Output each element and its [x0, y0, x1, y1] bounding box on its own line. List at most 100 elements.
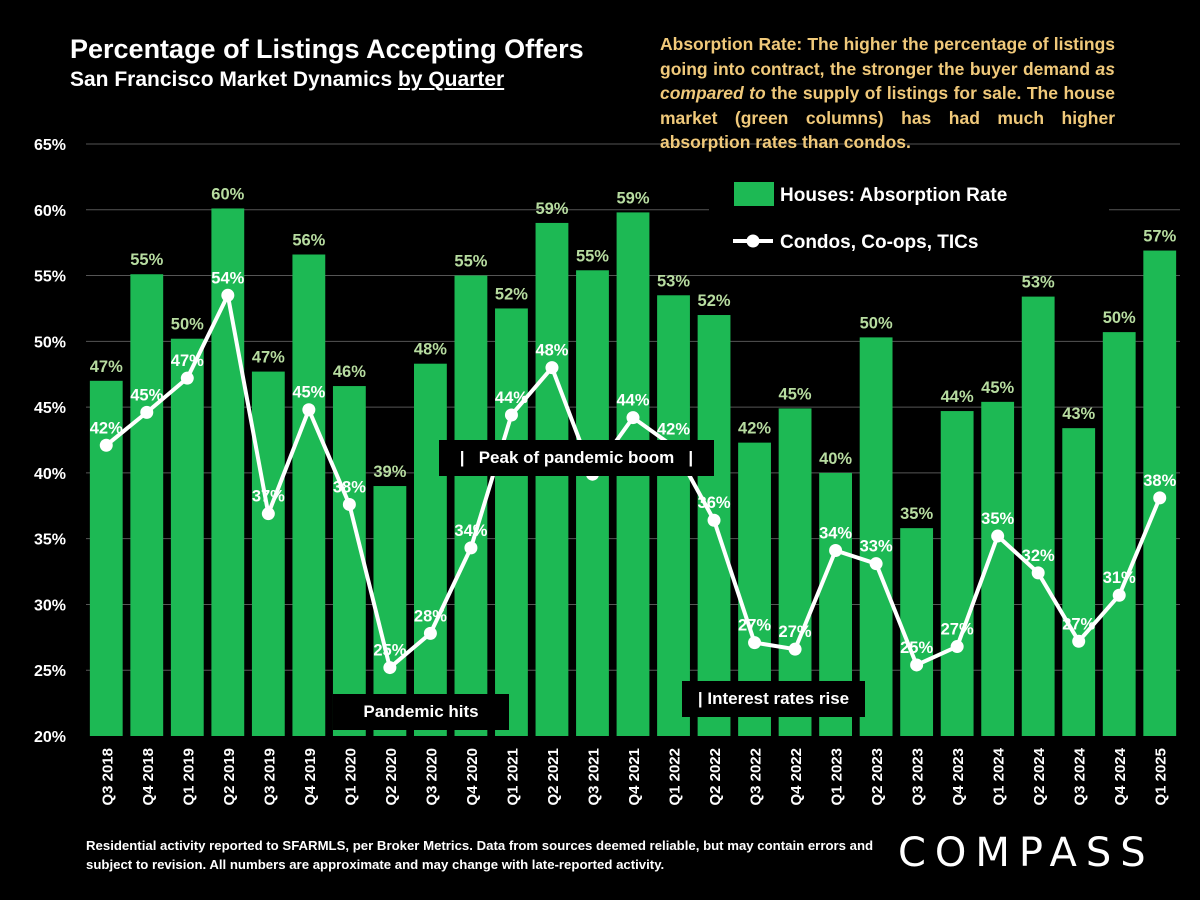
annotation-peak-boom: | Peak of pandemic boom | — [439, 440, 714, 476]
condo-point — [423, 626, 437, 640]
condo-point — [504, 408, 518, 422]
house-bar — [900, 528, 934, 736]
house-bar — [211, 208, 245, 736]
house-bar-label: 59% — [616, 189, 649, 207]
condo-point-label: 35% — [981, 510, 1014, 528]
condo-point-label: 25% — [373, 642, 406, 660]
condo-point-label: 27% — [1062, 615, 1095, 633]
x-tick-label: Q4 2018 — [140, 748, 157, 806]
condo-point — [829, 544, 843, 558]
house-bar-label: 50% — [860, 314, 893, 332]
condo-point — [788, 642, 802, 656]
house-bar-label: 48% — [414, 341, 447, 359]
house-bar-label: 52% — [698, 292, 731, 310]
condo-point — [748, 636, 762, 650]
x-tick-label: Q1 2023 — [829, 748, 846, 806]
annotation-interest-rates: | Interest rates rise — [682, 681, 865, 717]
house-bar — [130, 274, 164, 736]
house-bar-label: 55% — [454, 253, 487, 271]
condo-point — [950, 640, 964, 654]
house-bar-label: 50% — [1103, 309, 1136, 327]
condo-point-label: 31% — [1103, 569, 1136, 587]
house-bar-label: 39% — [373, 463, 406, 481]
house-bar — [332, 386, 366, 736]
house-bar-label: 60% — [211, 185, 244, 203]
house-bar-label: 59% — [535, 200, 568, 218]
house-bar-label: 57% — [1143, 228, 1176, 246]
condo-point-label: 54% — [211, 269, 244, 287]
condo-point-label: 44% — [495, 389, 528, 407]
condo-point — [910, 658, 924, 672]
x-tick-label: Q1 2019 — [180, 748, 197, 806]
house-bar-label: 45% — [981, 379, 1014, 397]
condo-point-label: 38% — [1143, 472, 1176, 490]
y-tick-label: 20% — [34, 729, 66, 746]
condo-point-label: 44% — [616, 392, 649, 410]
condo-point-label: 37% — [252, 488, 285, 506]
condo-point-label: 27% — [941, 621, 974, 639]
y-tick-label: 60% — [34, 203, 66, 220]
condo-point — [1112, 588, 1126, 602]
legend-swatch-condos-point — [746, 234, 760, 248]
x-tick-label: Q3 2018 — [99, 748, 116, 806]
house-bar — [1021, 296, 1055, 736]
x-tick-label: Q4 2019 — [302, 748, 319, 806]
x-tick-label: Q4 2021 — [626, 748, 643, 806]
legend-background — [709, 172, 1109, 267]
house-bar-label: 42% — [738, 420, 771, 438]
house-bar-label: 35% — [900, 505, 933, 523]
y-tick-label: 25% — [34, 663, 66, 680]
note-part2: the supply of listings for sale. The hou… — [660, 83, 1115, 152]
x-tick-label: Q3 2019 — [261, 748, 278, 806]
x-tick-label: Q3 2023 — [910, 748, 927, 806]
condo-point — [545, 361, 559, 375]
y-tick-label: 65% — [34, 137, 66, 154]
y-tick-label: 35% — [34, 532, 66, 549]
x-tick-label: Q2 2020 — [383, 748, 400, 806]
house-bar-label: 53% — [657, 272, 690, 290]
x-tick-label: Q4 2024 — [1112, 747, 1129, 805]
house-bar-label: 50% — [171, 316, 204, 334]
x-tick-label: Q3 2022 — [748, 748, 765, 806]
house-bar — [576, 270, 609, 736]
x-tick-label: Q3 2020 — [423, 748, 440, 806]
condo-point-label: 38% — [333, 478, 366, 496]
x-tick-label: Q1 2022 — [667, 748, 684, 806]
note-italic: as compared to — [660, 58, 1115, 104]
condo-point — [261, 507, 275, 521]
condo-point-label: 45% — [130, 386, 163, 404]
house-bar — [495, 308, 528, 736]
condo-point-label: 28% — [414, 607, 447, 625]
condo-point-label: 34% — [454, 522, 487, 540]
x-tick-label: Q4 2022 — [788, 748, 805, 806]
house-bar — [535, 222, 569, 736]
x-tick-label: Q2 2024 — [1031, 747, 1048, 805]
x-tick-label: Q2 2022 — [707, 748, 724, 806]
x-tick-label: Q2 2019 — [221, 748, 238, 806]
house-bar — [657, 295, 690, 736]
house-bar-label: 43% — [1062, 405, 1095, 423]
house-bar-label: 56% — [292, 232, 325, 250]
condo-point — [140, 405, 154, 419]
subtitle-prefix: San Francisco Market Dynamics — [70, 68, 398, 91]
house-bar-label: 55% — [576, 247, 609, 265]
condo-point — [464, 541, 478, 555]
house-bar-label: 55% — [130, 251, 163, 269]
chart-title: Percentage of Listings Accepting Offers — [70, 34, 584, 64]
absorption-note: Absorption Rate: The higher the percenta… — [660, 32, 1115, 155]
x-tick-label: Q2 2023 — [869, 748, 886, 806]
house-bar-label: 44% — [941, 388, 974, 406]
condo-point-label: 42% — [657, 421, 690, 439]
condo-point-label: 34% — [819, 525, 852, 543]
annotation-pandemic-hits: Pandemic hits — [333, 694, 509, 730]
footer-disclaimer: Residential activity reported to SFARMLS… — [86, 838, 874, 872]
house-bar — [940, 411, 974, 736]
legend-swatch-houses — [734, 182, 774, 206]
condo-point — [383, 661, 397, 675]
house-bar-label: 40% — [819, 450, 852, 468]
condo-point-label: 45% — [292, 384, 325, 402]
house-bar — [1062, 428, 1096, 736]
x-tick-label: Q1 2025 — [1153, 748, 1170, 806]
condo-point-label: 42% — [90, 419, 123, 437]
x-tick-label: Q2 2021 — [545, 748, 562, 806]
